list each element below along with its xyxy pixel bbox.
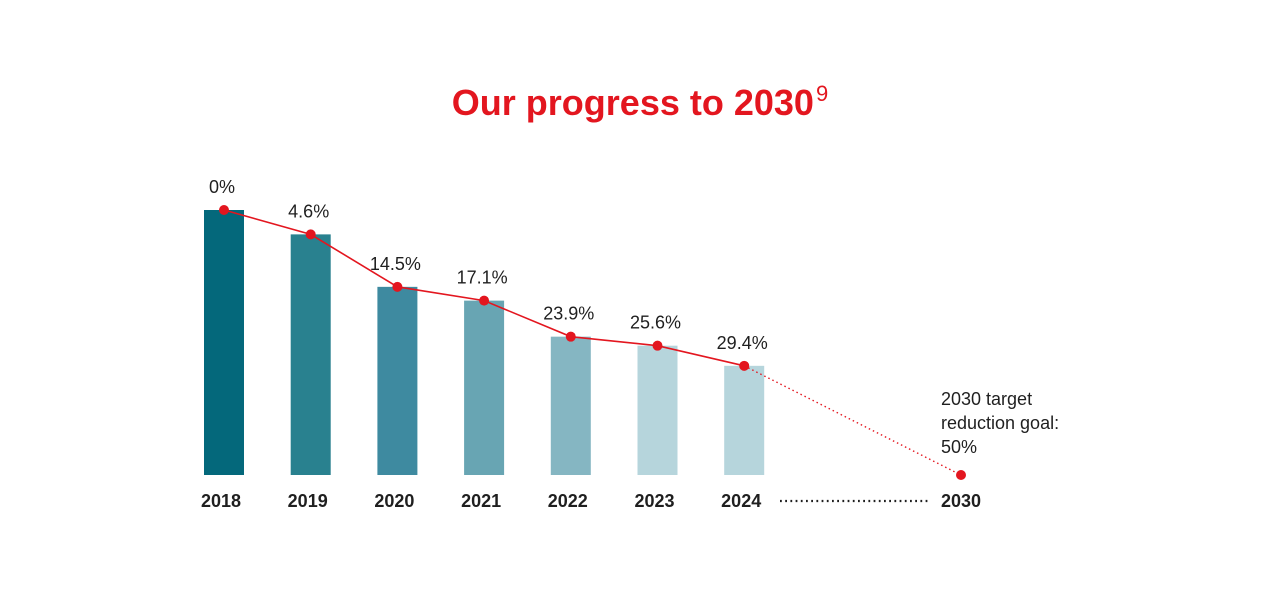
tick-label-2018: 2018 [201,491,241,511]
tick-label-2021: 2021 [461,491,501,511]
bar-2018 [204,210,244,475]
marker-2022 [565,331,576,342]
target-projection-line [743,365,962,476]
value-label-2018: 0% [209,177,235,197]
bar-2023 [637,345,678,475]
marker-target [956,470,966,480]
target-annotation-line: reduction goal: [941,413,1059,433]
value-label-2024: 29.4% [717,333,768,353]
value-label-2023: 25.6% [630,313,681,333]
target-annotation: 2030 target reduction goal: 50% [941,389,1059,457]
marker-2024 [739,360,750,371]
target-annotation-line: 2030 target [941,389,1032,409]
marker-2020 [392,281,403,292]
value-label-2020: 14.5% [370,254,421,274]
bar-2022 [550,336,591,475]
tick-label-target: 2030 [941,491,981,511]
bar-2024 [724,365,765,475]
line-layer [219,205,966,480]
bar-2021 [464,300,505,475]
target-annotation-line: 50% [941,437,977,457]
bar-2020 [377,286,418,475]
annotation-layer: 2030 target reduction goal: 50% [941,389,1059,457]
value-label-2019: 4.6% [288,201,329,221]
tick-label-2020: 2020 [374,491,414,511]
tick-label-2024: 2024 [721,491,761,511]
chart-title: Our progress to 20309 [452,81,828,123]
chart-title-text: Our progress to 2030 [452,82,814,123]
labels-layer: 0% 4.6% 14.5% 17.1% 23.9% 25.6% 29.4% [209,177,768,353]
bar-2019 [290,234,331,475]
marker-2018 [219,205,229,215]
marker-2023 [652,340,663,351]
bars-layer [204,210,765,475]
axis-layer: 2018 2019 2020 2021 2022 2023 2024 2030 [201,491,981,511]
marker-2021 [479,295,490,306]
chart-title-superscript: 9 [816,81,828,106]
tick-label-2023: 2023 [634,491,674,511]
value-label-2022: 23.9% [543,304,594,324]
marker-2019 [305,229,316,240]
tick-label-2019: 2019 [288,491,328,511]
tick-label-2022: 2022 [548,491,588,511]
value-label-2021: 17.1% [457,268,508,288]
